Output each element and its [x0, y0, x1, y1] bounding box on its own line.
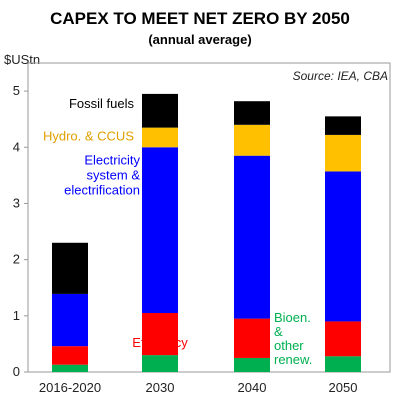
x-tick-label: 2040	[238, 380, 267, 395]
bars-group	[52, 93, 361, 372]
annotation-electricity-line: system &	[87, 167, 141, 182]
annotations-group: Fossil fuels Hydro. & CCUS Electricitysyst…	[43, 96, 312, 367]
bar-segment-efficiency	[52, 346, 88, 365]
y-axis-unit-label: $UStn	[4, 52, 40, 67]
bar-segment-hydro	[325, 134, 361, 172]
annotation-hydro: Hydro. & CCUS	[43, 129, 134, 144]
bar-segment-fossil	[325, 116, 361, 135]
chart-subtitle: (annual average)	[148, 32, 251, 47]
y-tick-label: 2	[13, 252, 20, 267]
bar-segment-fossil	[52, 242, 88, 294]
bar-segment-hydro	[142, 127, 178, 148]
annotation-bioen-line: other	[274, 338, 304, 353]
annotation-hydro-line: Hydro. & CCUS	[43, 129, 134, 144]
annotation-bioen-line: &	[274, 324, 283, 339]
annotation-fossil-line: Fossil fuels	[69, 96, 135, 111]
bar-segment-bioen	[234, 357, 270, 372]
bar-segment-bioen	[52, 364, 88, 372]
annotation-efficiency: Efficiency	[132, 335, 188, 350]
annotation-electricity-line: Electricity	[84, 152, 140, 167]
y-tick-label: 0	[13, 364, 20, 379]
bar-segment-electricity	[234, 155, 270, 319]
y-axis: 0 1 2 3 4 5	[13, 83, 28, 379]
bar-segment-bioen	[325, 356, 361, 372]
annotation-fossil: Fossil fuels	[69, 96, 135, 111]
bar-segment-electricity	[52, 293, 88, 347]
y-tick-label: 1	[13, 308, 20, 323]
bar-segment-fossil	[142, 93, 178, 128]
x-axis: 2016-2020 2030 2040 2050	[39, 380, 358, 395]
y-tick-label: 4	[13, 139, 20, 154]
annotation-efficiency-line: Efficiency	[132, 335, 188, 350]
bar-segment-fossil	[234, 101, 270, 125]
source-note: Source: IEA, CBA	[293, 69, 388, 83]
bar-segment-electricity	[142, 147, 178, 314]
annotation-electricity-line: electrification	[64, 182, 140, 197]
y-tick-label: 5	[13, 83, 20, 98]
bar-segment-bioen	[142, 355, 178, 372]
x-tick-label: 2050	[329, 380, 358, 395]
bar-segment-hydro	[234, 124, 270, 156]
bar-segment-efficiency	[142, 313, 178, 356]
bar-segment-electricity	[325, 171, 361, 322]
annotation-bioen-line: Bioen.	[274, 310, 311, 325]
bar-segment-efficiency	[325, 321, 361, 357]
y-tick-label: 3	[13, 195, 20, 210]
annotation-bioen-line: renew.	[274, 352, 312, 367]
plot-area-frame	[27, 62, 391, 373]
x-tick-label: 2030	[146, 380, 175, 395]
bar-segment-efficiency	[234, 318, 270, 358]
chart-title: CAPEX TO MEET NET ZERO BY 2050	[50, 9, 350, 28]
x-tick-label: 2016-2020	[39, 380, 101, 395]
